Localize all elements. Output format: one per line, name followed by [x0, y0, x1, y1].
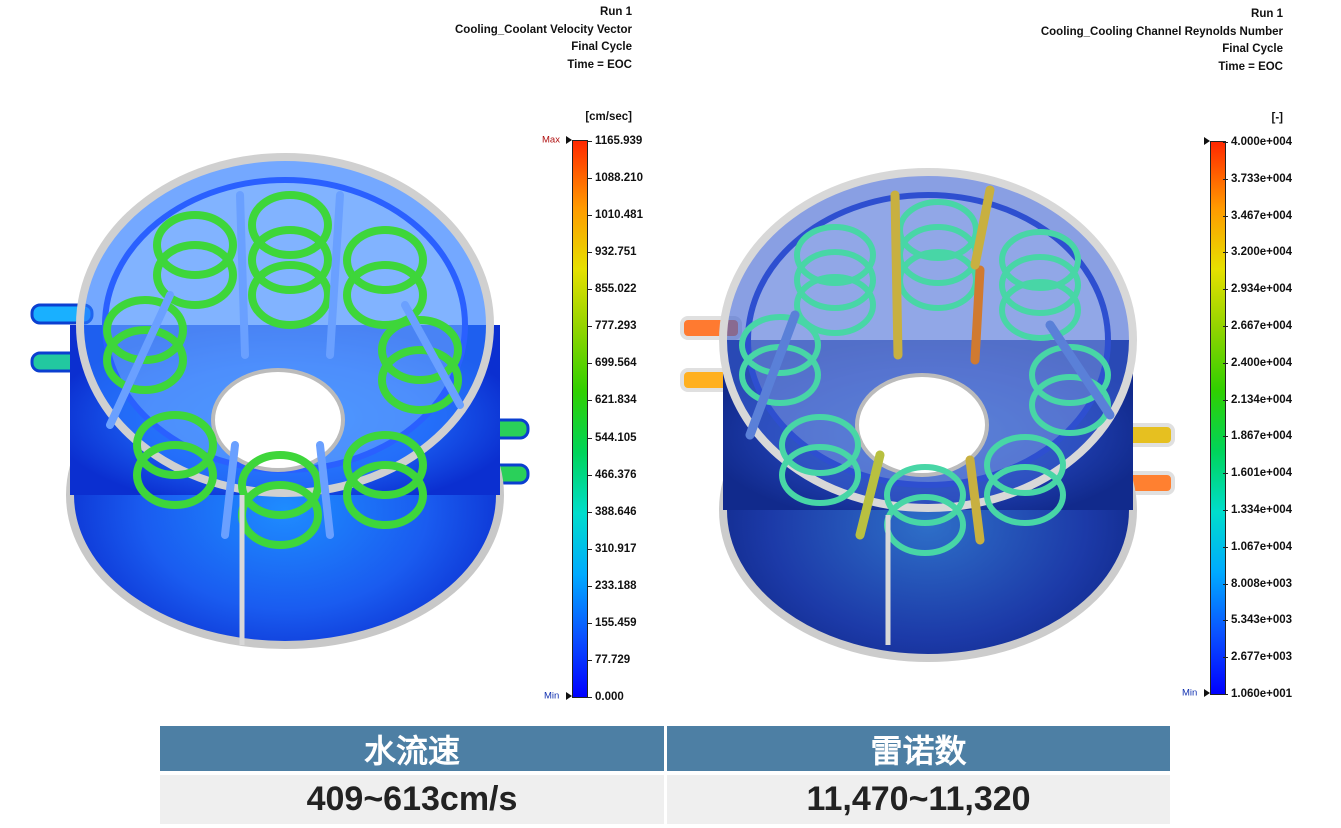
- table-value-reynolds: 11,470~11,320: [667, 775, 1170, 824]
- reynolds-colorbar: [1210, 141, 1226, 695]
- cooling-baffles: [106, 191, 464, 539]
- colorbar-tick-label: 1.067e+004: [1222, 540, 1293, 553]
- run-label: Run 1: [600, 6, 632, 18]
- colorbar-tick-label: 8.008e+003: [1222, 577, 1293, 590]
- colorbar-tick-label: 1.867e+004: [1222, 430, 1293, 443]
- colorbar-tick-label: 1.060e+001: [1222, 688, 1293, 700]
- max-marker: Max: [542, 134, 560, 146]
- table-header-velocity: 水流速: [160, 726, 664, 771]
- colorbar-tick-label: 3.200e+004: [1222, 246, 1293, 259]
- colorbar-tick-label: 2.400e+004: [1222, 356, 1293, 369]
- max-arrow-icon: [566, 136, 572, 144]
- reynolds-panel: Run 1 Cooling_Cooling Channel Reynolds N…: [670, 0, 1341, 715]
- velocity-unit: [cm/sec]: [585, 111, 632, 123]
- colorbar-tick-label: 1010.481: [587, 209, 643, 222]
- cycle-label: Final Cycle: [571, 41, 632, 53]
- min-arrow-icon: [1204, 689, 1210, 697]
- cycle-label: Final Cycle: [1222, 43, 1283, 55]
- colorbar-tick-label: 155.459: [587, 616, 637, 629]
- colorbar-tick-label: 1165.939: [586, 135, 643, 147]
- time-label: Time = EOC: [1218, 60, 1283, 73]
- colorbar-tick-label: 1.334e+004: [1222, 504, 1293, 516]
- cooling-coils: [103, 191, 462, 549]
- summary-table: 水流速 雷诺数 409~613cm/s 11,470~11,320: [160, 726, 1170, 824]
- colorbar-tick-label: 5.343e+003: [1222, 614, 1293, 627]
- table-header-reynolds: 雷诺数: [667, 726, 1170, 771]
- velocity-model-render: [30, 153, 530, 649]
- colorbar-tick-label: 466.376: [587, 468, 637, 481]
- colorbar-tick-label: 621.834: [587, 394, 637, 407]
- colorbar-tick-label: 2.667e+004: [1222, 320, 1293, 332]
- colorbar-tick-label: 699.564: [587, 357, 637, 370]
- colorbar-tick-label: 3.733e+004: [1222, 172, 1293, 185]
- colorbar-tick-label: 1088.210: [587, 172, 643, 185]
- reynolds-header: Run 1 Cooling_Cooling Channel Reynolds N…: [1041, 6, 1283, 76]
- colorbar-tick-label: 855.022: [587, 283, 637, 296]
- colorbar-tick-label: 77.729: [586, 653, 631, 666]
- colorbar-tick-label: 388.646: [587, 505, 637, 518]
- colorbar-tick-label: 2.677e+003: [1222, 651, 1293, 664]
- max-arrow-icon: [1204, 137, 1210, 145]
- min-arrow-icon: [566, 692, 572, 700]
- colorbar-tick-label: 544.105: [587, 431, 637, 444]
- colorbar-tick-label: 3.467e+004: [1222, 209, 1293, 222]
- reynolds-model-render: [680, 168, 1175, 662]
- result-name: Cooling_Coolant Velocity Vector: [454, 23, 632, 36]
- colorbar-tick-label: 4.000e+004: [1222, 136, 1293, 148]
- colorbar-tick-label: 2.934e+004: [1222, 283, 1293, 296]
- result-name: Cooling_Cooling Channel Reynolds Number: [1040, 25, 1283, 38]
- colorbar-tick-label: 1.601e+004: [1222, 467, 1293, 480]
- run-label: Run 1: [1251, 8, 1283, 20]
- velocity-header: Run 1 Cooling_Coolant Velocity Vector Fi…: [455, 4, 632, 74]
- reynolds-unit: [-]: [1271, 112, 1284, 124]
- velocity-colorbar: [572, 140, 588, 698]
- colorbar-tick-label: 0.000: [587, 691, 624, 703]
- min-marker: Min: [544, 690, 560, 702]
- cooling-baffles: [745, 185, 1115, 545]
- colorbar-tick-label: 777.293: [587, 320, 637, 333]
- colorbar-tick-label: 310.917: [587, 542, 637, 555]
- time-label: Time = EOC: [567, 58, 632, 71]
- table-value-velocity: 409~613cm/s: [160, 775, 664, 824]
- mold-inner-rim: [745, 192, 1111, 488]
- center-hole: [211, 368, 345, 472]
- velocity-panel: Run 1 Cooling_Coolant Velocity Vector Fi…: [0, 0, 660, 715]
- min-marker: Min: [1182, 687, 1198, 699]
- colorbar-tick-label: 233.188: [587, 579, 637, 592]
- colorbar-tick-label: 2.134e+004: [1222, 393, 1293, 406]
- center-hole: [855, 373, 989, 477]
- colorbar-tick-label: 932.751: [587, 246, 637, 259]
